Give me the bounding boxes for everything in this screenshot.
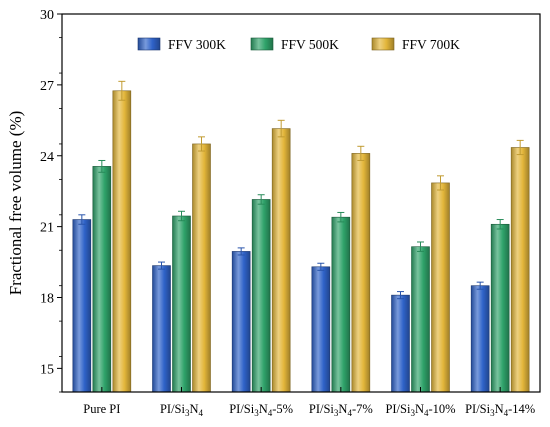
error-bar <box>198 136 205 152</box>
bar-ffv-500k-1 <box>172 215 191 393</box>
error-bar <box>397 291 404 300</box>
x-tick-label: Pure PI <box>83 402 120 416</box>
error-bar <box>496 219 504 230</box>
bar-ffv-500k-3 <box>331 216 351 393</box>
legend-swatch <box>250 37 274 51</box>
legend-label: FFV 700K <box>402 37 460 52</box>
bar-ffv-700k-0 <box>112 90 132 393</box>
bar-ffv-700k-2 <box>271 128 291 393</box>
bar-ffv-300k-1 <box>152 265 171 393</box>
error-bar <box>437 175 444 191</box>
bar-ffv-700k-3 <box>351 153 371 393</box>
error-bar <box>178 210 185 222</box>
legend: FFV 300K FFV 500K FFV 700K <box>137 37 460 52</box>
error-bar <box>317 262 325 271</box>
legend-item: FFV 700K <box>371 37 460 52</box>
error-bar <box>417 241 424 252</box>
error-bar <box>158 261 165 270</box>
bar-ffv-300k-3 <box>311 266 331 393</box>
legend-item: FFV 500K <box>250 37 339 52</box>
y-tick-label: 21 <box>40 221 54 236</box>
error-bar <box>237 247 245 256</box>
error-bar <box>357 145 365 161</box>
x-tick-label: PI/Si3N4-7% <box>309 402 373 418</box>
error-bar <box>98 159 106 173</box>
bars-layer <box>72 80 530 393</box>
legend-swatch <box>371 37 395 51</box>
bar-ffv-700k-4 <box>431 182 450 393</box>
y-tick-label: 30 <box>40 8 54 23</box>
y-tick-label: 27 <box>40 79 54 94</box>
x-tick-label: PI/Si3N4-10% <box>385 402 455 418</box>
bar-ffv-500k-0 <box>92 166 112 393</box>
legend-swatch <box>137 37 161 51</box>
bar-ffv-500k-2 <box>251 199 271 393</box>
y-tick-label: 15 <box>40 362 54 377</box>
y-axis-title: Fractional free volume (%) <box>6 111 25 296</box>
legend-label: FFV 500K <box>281 37 339 52</box>
error-bar <box>337 211 345 223</box>
error-bar <box>78 214 86 225</box>
legend-item: FFV 300K <box>137 37 226 52</box>
plot-frame <box>61 13 541 393</box>
bar-ffv-500k-5 <box>490 223 510 393</box>
x-tick-label: PI/Si3N4-14% <box>465 402 535 418</box>
axes-layer: Pure PI PI/Si3N4 PI/Si3N4-5% PI/Si3N4-7% PI/… <box>40 8 541 418</box>
bar-ffv-500k-4 <box>411 246 430 393</box>
x-tick-label: PI/Si3N4-5% <box>229 402 293 418</box>
y-tick-label: 24 <box>40 150 54 165</box>
legend-label: FFV 300K <box>168 37 226 52</box>
bar-ffv-300k-5 <box>470 285 490 393</box>
bar-ffv-700k-1 <box>192 143 211 393</box>
error-bar <box>516 139 524 156</box>
bar-ffv-300k-2 <box>231 251 251 393</box>
error-bar <box>257 194 265 205</box>
bar-ffv-700k-5 <box>510 147 530 393</box>
y-tick-label: 18 <box>40 292 54 307</box>
error-bar <box>277 119 285 138</box>
error-bar <box>476 281 484 290</box>
x-tick-label: PI/Si3N4 <box>160 402 204 418</box>
bar-ffv-300k-0 <box>72 219 92 393</box>
bar-ffv-300k-4 <box>391 294 410 393</box>
error-bar <box>118 80 126 101</box>
